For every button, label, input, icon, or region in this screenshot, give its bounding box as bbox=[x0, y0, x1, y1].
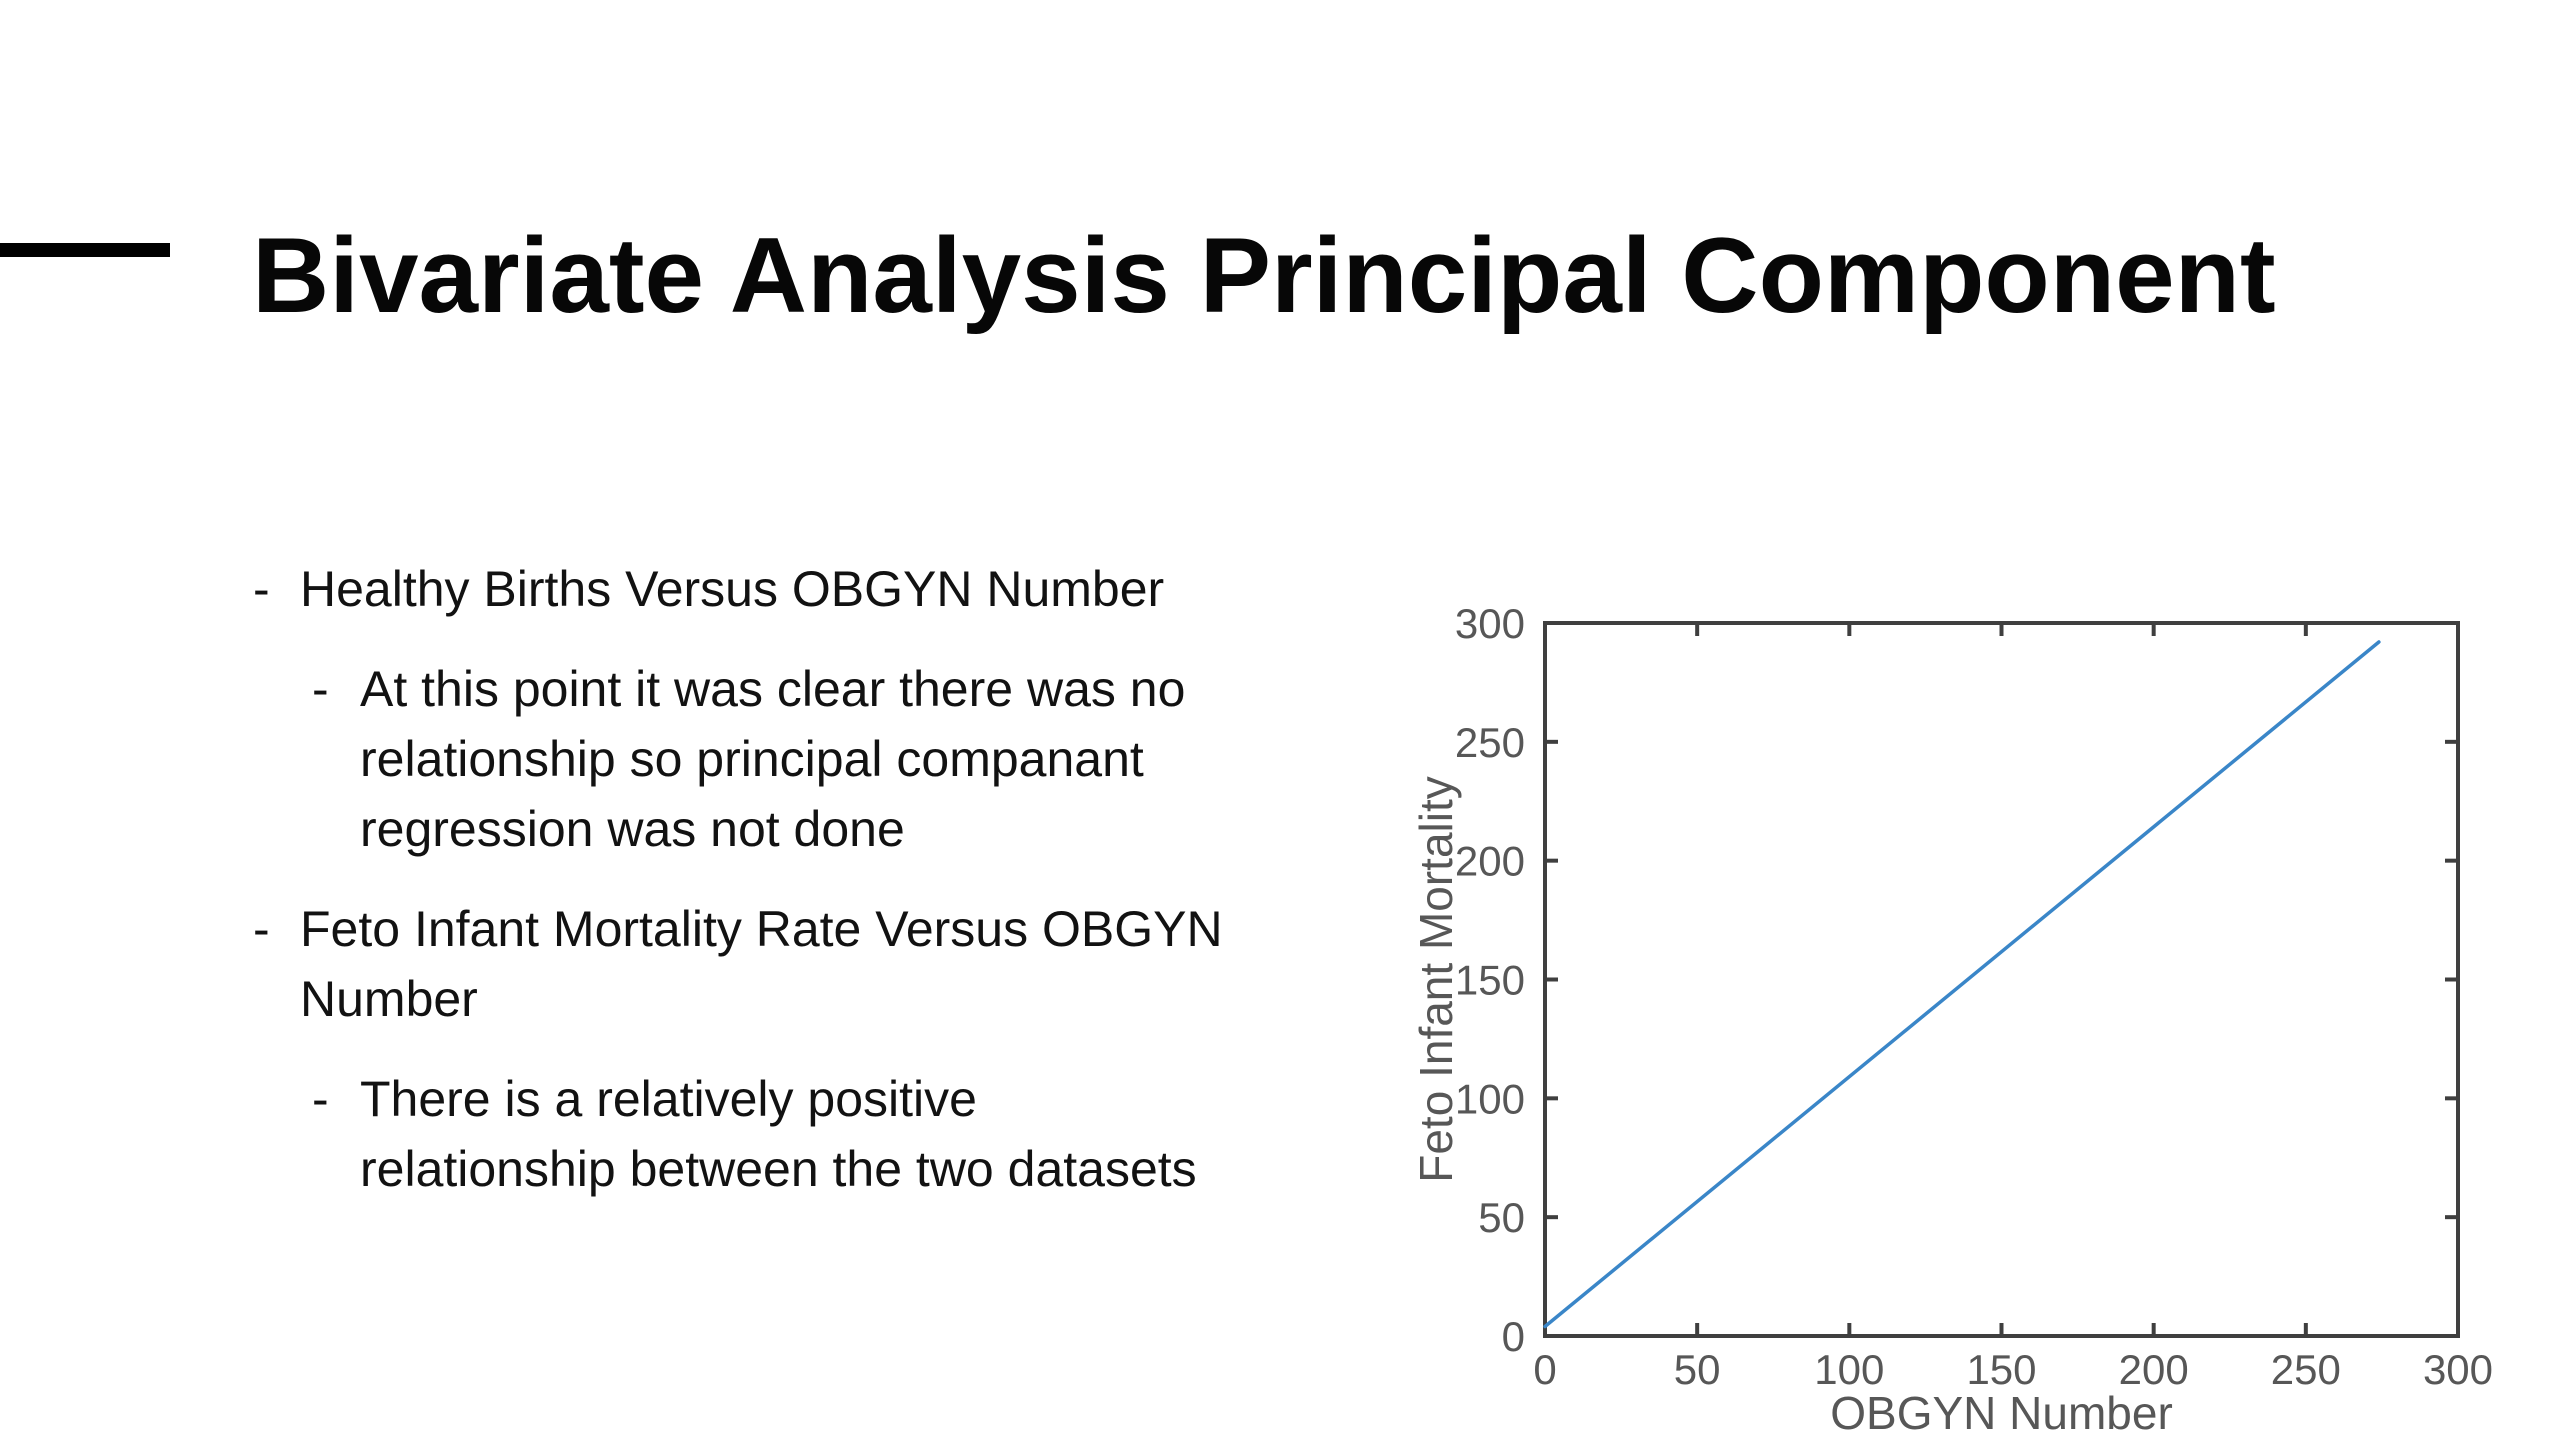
bullet-marker: - bbox=[253, 901, 270, 957]
plot-frame bbox=[1543, 621, 2460, 1338]
title-accent-bar bbox=[0, 243, 170, 257]
x-tick-label: 0 bbox=[1533, 1346, 1556, 1393]
bullet-text: At this point it was clear there was no … bbox=[360, 661, 1186, 857]
bullet-text: Healthy Births Versus OBGYN Number bbox=[300, 561, 1165, 617]
bullet-item: - At this point it was clear there was no… bbox=[312, 654, 1390, 864]
bullet-marker: - bbox=[312, 1071, 329, 1127]
bullet-item: - Healthy Births Versus OBGYN Number bbox=[253, 554, 1390, 624]
x-tick-label: 50 bbox=[1674, 1346, 1721, 1393]
y-tick-label: 50 bbox=[1478, 1194, 1525, 1241]
y-tick-label: 100 bbox=[1455, 1075, 1525, 1122]
y-tick-label: 200 bbox=[1455, 838, 1525, 885]
bullet-item: - Feto Infant Mortality Rate Versus OBGYN… bbox=[253, 894, 1390, 1034]
x-axis-label: OBGYN Number bbox=[1830, 1387, 2173, 1439]
x-tick-label: 100 bbox=[1814, 1346, 1884, 1393]
chart: 0 50 100 150 200 250 300 0 50 100 150 200 250 300 OBGY… bbox=[1410, 600, 2493, 1439]
bullet-list: - Healthy Births Versus OBGYN Number - At t… bbox=[0, 554, 1390, 1204]
y-tick-label: 300 bbox=[1455, 600, 1525, 647]
bullet-marker: - bbox=[312, 661, 329, 717]
x-tick-label: 250 bbox=[2271, 1346, 2341, 1393]
bullet-text: Feto Infant Mortality Rate Versus OBGYN … bbox=[300, 901, 1223, 1027]
slide-title: Bivariate Analysis Principal Component bbox=[252, 215, 2276, 335]
y-tick-label: 0 bbox=[1502, 1313, 1525, 1360]
x-tick-label: 150 bbox=[1966, 1346, 2036, 1393]
data-line bbox=[1543, 640, 2381, 1329]
x-tick-label: 300 bbox=[2423, 1346, 2493, 1393]
y-tick-label: 150 bbox=[1455, 957, 1525, 1004]
bullet-item: - There is a relatively positive relation… bbox=[312, 1064, 1390, 1204]
x-tick-label: 200 bbox=[2119, 1346, 2189, 1393]
y-tick-label: 250 bbox=[1455, 719, 1525, 766]
y-axis-label: Feto Infant Mortality bbox=[1410, 776, 1462, 1183]
bullet-marker: - bbox=[253, 561, 270, 617]
bullet-text: There is a relatively positive relations… bbox=[360, 1071, 1197, 1197]
